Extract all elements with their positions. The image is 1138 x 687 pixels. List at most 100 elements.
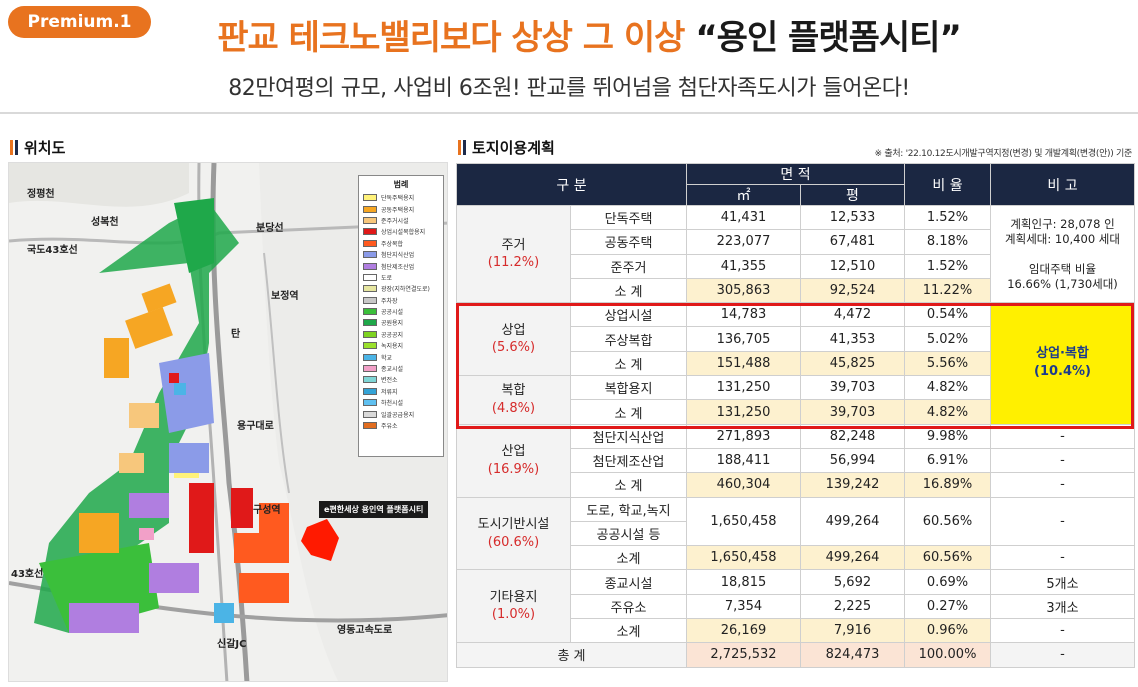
page-headline: 판교 테크노밸리보다 상상 그 이상 “용인 플랫폼시티” xyxy=(0,10,1138,59)
area-sqm: 41,431 xyxy=(686,204,801,231)
note: - xyxy=(990,496,1135,547)
legend-label: 저류지 xyxy=(381,388,398,396)
header-ratio: 비 율 xyxy=(904,163,991,206)
legend-label: 주유소 xyxy=(381,423,398,430)
subtotal-row: 소 계 305,863 92,524 11.22% xyxy=(457,277,1135,304)
legend-label: 변전소 xyxy=(381,377,398,385)
legend-item: 첨단제조산업 xyxy=(363,260,439,271)
legend-swatch xyxy=(363,308,377,316)
legend-label: 공공공지 xyxy=(381,331,404,339)
table-row: 첨단제조산업 188,411 56,994 6.91% - xyxy=(457,447,1135,474)
subtotal-row: 소 계 151,488 45,825 5.56% xyxy=(457,350,1135,377)
legend-item: 도로 xyxy=(363,272,439,283)
legend-swatch xyxy=(363,296,377,304)
area-sqm: 14,783 xyxy=(686,302,801,328)
ratio: 4.82% xyxy=(904,399,991,425)
ratio: 0.69% xyxy=(904,569,991,595)
table-row: 주유소 7,354 2,225 0.27% 3개소 xyxy=(457,593,1135,620)
header-divider xyxy=(0,112,1138,114)
area-pyeong: 92,524 xyxy=(800,277,905,304)
legend-label: 첨단지식산업 xyxy=(381,252,415,260)
total-label: 총 계 xyxy=(456,642,687,668)
note: 5개소 xyxy=(990,569,1135,595)
map-label: 국도43호선 xyxy=(27,245,78,256)
ratio: 11.22% xyxy=(904,277,991,304)
title-bar-icon xyxy=(463,140,466,155)
row-label: 소계 xyxy=(570,545,687,571)
legend-item: 변전소 xyxy=(363,374,439,385)
area-sqm: 271,893 xyxy=(686,423,801,449)
area-pyeong: 56,994 xyxy=(800,447,905,474)
legend-swatch xyxy=(363,228,377,236)
ratio: 0.27% xyxy=(904,593,991,620)
row-label: 소 계 xyxy=(570,399,687,425)
legend-label: 첨단제조산업 xyxy=(381,263,415,271)
legend-label: 상업시설복합용지 xyxy=(381,229,426,237)
row-label: 공동주택 xyxy=(570,229,687,255)
map-label: 탄 xyxy=(231,329,241,340)
ratio: 5.02% xyxy=(904,326,991,352)
row-label: 소 계 xyxy=(570,277,687,304)
map-label: 신갈JC xyxy=(217,639,247,650)
legend-item: 공공공지 xyxy=(363,329,439,340)
map-label: 구성역 xyxy=(253,505,281,516)
ratio: 0.96% xyxy=(904,618,991,644)
table-row: 주거 (11.2%) 단독주택 41,431 12,533 1.52% 계획인구:… xyxy=(456,204,1135,304)
header-pyeong: 평 xyxy=(800,184,905,206)
ratio: 100.00% xyxy=(904,642,991,668)
row-label: 공공시설 등 xyxy=(570,520,687,547)
row-label: 소계 xyxy=(570,618,687,644)
legend-swatch xyxy=(363,273,377,281)
legend-label: 주차장 xyxy=(381,297,398,305)
area-sqm: 26,169 xyxy=(686,618,801,644)
legend-swatch xyxy=(363,239,377,247)
legend-swatch xyxy=(363,399,377,407)
area-sqm: 223,077 xyxy=(686,229,801,255)
title-bar-icon xyxy=(10,140,13,155)
area-sqm: 151,488 xyxy=(686,350,801,377)
map-label: 정평천 xyxy=(27,189,55,200)
table-header-row: 구 분 면 적 비 율 비 고 xyxy=(456,163,1135,206)
row-label: 도로, 학교,녹지 xyxy=(570,496,687,522)
map-label: 분당선 xyxy=(256,223,284,234)
legend-item: 준주거시설 xyxy=(363,215,439,226)
subtotal-row: 소 계 131,250 39,703 4.82% xyxy=(457,399,1135,425)
legend-swatch xyxy=(363,262,377,270)
header-area: 면 적 xyxy=(686,163,905,185)
legend-swatch xyxy=(363,330,377,338)
table-row: 기타용지 (1.0%) 종교시설 18,815 5,692 0.69% 5개소 xyxy=(456,569,1135,644)
legend-item: 주차장 xyxy=(363,295,439,306)
legend-item: 공동주택용지 xyxy=(363,203,439,214)
ratio: 60.56% xyxy=(904,496,991,547)
table-row: 복합 (4.8%) 복합용지 131,250 39,703 4.82% xyxy=(456,375,1135,425)
map-label: 43호선 xyxy=(11,569,44,580)
legend-swatch xyxy=(363,194,377,202)
category-cell: 도시기반시설 (60.6%) xyxy=(456,496,571,571)
legend-swatch xyxy=(363,216,377,224)
row-label: 첨단제조산업 xyxy=(570,447,687,474)
source-note: ※ 출처: '22.10.12도시개발구역지정(변경) 및 개발계획(변경(안)… xyxy=(874,149,1133,159)
legend-label: 주상복합 xyxy=(381,240,404,248)
header-note: 비 고 xyxy=(990,163,1135,206)
area-pyeong: 39,703 xyxy=(800,399,905,425)
area-sqm: 18,815 xyxy=(686,569,801,595)
area-sqm: 41,355 xyxy=(686,253,801,279)
area-pyeong: 4,472 xyxy=(800,302,905,328)
ratio: 9.98% xyxy=(904,423,991,449)
area-pyeong: 499,264 xyxy=(800,545,905,571)
ratio: 4.82% xyxy=(904,375,991,401)
legend-item: 학교 xyxy=(363,351,439,362)
title-bar-icon xyxy=(15,140,18,155)
legend-item: 저류지 xyxy=(363,386,439,397)
table-row: 공공시설 등 xyxy=(457,520,1135,547)
table-row: 주상복합 136,705 41,353 5.02% xyxy=(457,326,1135,352)
area-pyeong: 12,533 xyxy=(800,204,905,231)
area-sqm: 1,650,458 xyxy=(686,545,801,571)
legend-item: 상업시설복합용지 xyxy=(363,226,439,237)
ratio: 1.52% xyxy=(904,204,991,231)
note: - xyxy=(990,447,1135,474)
legend-swatch xyxy=(363,342,377,350)
area-sqm: 2,725,532 xyxy=(686,642,801,668)
row-label: 주유소 xyxy=(570,593,687,620)
legend-item: 종교시설 xyxy=(363,363,439,374)
